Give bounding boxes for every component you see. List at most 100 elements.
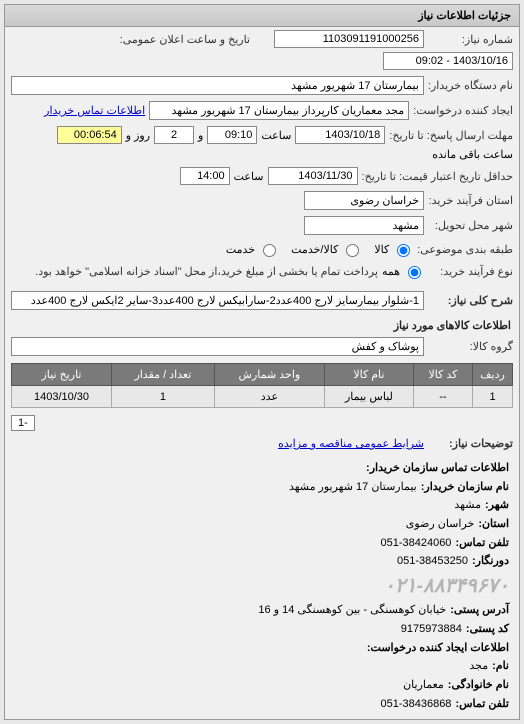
city2-label: شهر: [485,496,509,515]
panel-title: جزئیات اطلاعات نیاز [5,5,519,27]
min-validity-hour-field: 14:00 [180,167,230,185]
min-validity-date-field: 1403/11/30 [268,167,358,185]
row-deadline: مهلت ارسال پاسخ: تا تاریخ: 1403/10/18 سا… [5,123,519,164]
need-desc-label: شرح کلی نیاز: [428,294,513,307]
cell-code: -- [413,386,472,408]
and-label: و [198,129,203,142]
row-need-number: شماره نیاز: 1103091191000256 تاریخ و ساع… [5,27,519,73]
radio-service-label[interactable]: خدمت [226,241,279,257]
hour-label-1: ساعت [261,129,291,142]
radio-all-label[interactable]: همه [382,263,424,279]
row-province: استان فرآیند خرید: خراسان رضوی [5,188,519,213]
col-unit: واحد شمارش [214,364,324,386]
goods-group-label: گروه کالا: [428,340,513,353]
deadline-hour-field: 09:10 [207,126,257,144]
hour-label-2: ساعت [234,170,264,183]
need-number-label: شماره نیاز: [428,33,513,46]
goods-table: ردیف کد کالا نام کالا واحد شمارش تعداد /… [11,363,513,408]
radio-service[interactable] [263,244,276,257]
province-label: استان فرآیند خرید: [428,194,513,207]
radio-all-text: همه [382,265,400,278]
col-name: نام کالا [325,364,414,386]
goods-section-title: اطلاعات کالاهای مورد نیاز [5,313,519,334]
days-remain-field: 2 [154,126,194,144]
postal-value: 9175973884 [401,620,462,639]
province-field: خراسان رضوی [304,191,424,210]
creator-label: ایجاد کننده درخواست: [413,104,513,117]
announce-label: تاریخ و ساعت اعلان عمومی: [120,33,250,46]
col-row: ردیف [473,364,513,386]
radio-goods[interactable] [397,244,410,257]
org-name-label: نام سازمان خریدار: [421,478,509,497]
phone-label: تلفن تماس: [455,534,509,553]
cell-qty: 1 [112,386,215,408]
radio-all[interactable] [408,266,421,279]
row-buyer-org: نام دستگاه خریدار: بیمارستان 17 شهریور م… [5,73,519,98]
cell-date: 1403/10/30 [12,386,112,408]
need-desc-field: 1-شلوار بیمارسایز لارج 400عدد2-سارابیکس … [11,291,424,310]
deadline-date-field: 1403/10/18 [295,126,385,144]
row-city: شهر محل تحویل: مشهد [5,213,519,238]
postal-label: کد پستی: [466,620,509,639]
row-page-indicator: -1 [5,412,519,434]
table-header-row: ردیف کد کالا نام کالا واحد شمارش تعداد /… [12,364,513,386]
creator-field: مجد معماریان کارپرداز بیمارستان 17 شهریو… [149,101,409,120]
time-remain-field: 00:06:54 [57,126,122,144]
time-remain-label: ساعت باقی مانده [432,148,513,161]
contact-link[interactable]: اطلاعات تماس خریدار [44,104,145,117]
name-value: مجد [469,657,488,676]
radio-goods-service[interactable] [346,244,359,257]
radio-goods-label[interactable]: کالا [374,241,413,257]
phone-value: 051-38424060 [380,534,451,553]
col-qty: تعداد / مقدار [112,364,215,386]
notes-label: توضیحات نیاز: [428,437,513,450]
contact-section-title: اطلاعات تماس سازمان خریدار: [366,462,509,474]
row-notes: توضیحات نیاز: شرایط عمومی مناقصه و مزاید… [5,434,519,453]
row-goods-group: گروه کالا: پوشاک و کفش [5,334,519,359]
radio-goods-text: کالا [374,243,389,256]
process-type-label: نوع فرآیند خرید: [428,265,513,278]
announce-field: 1403/10/16 - 09:02 [383,52,513,70]
row-process-type: نوع فرآیند خرید: همه پرداخت تمام یا بخشی… [5,260,519,282]
org-name-value: بیمارستان 17 شهریور مشهد [289,478,417,497]
cell-name: لباس بیمار [325,386,414,408]
city-label: شهر محل تحویل: [428,219,513,232]
goods-group-field: پوشاک و کفش [11,337,424,356]
phone2-value: 051-38436868 [380,695,451,714]
min-validity-label: حداقل تاریخ اعتبار قیمت: تا تاریخ: [362,170,513,183]
creator-section-title: اطلاعات ایجاد کننده درخواست: [367,642,509,654]
col-date: تاریخ نیاز [12,364,112,386]
table-row[interactable]: 1 -- لباس بیمار عدد 1 1403/10/30 [12,386,513,408]
address-label: آدرس پستی: [450,601,509,620]
col-code: کد کالا [413,364,472,386]
radio-goods-service-label[interactable]: کالا/خدمت [291,241,362,257]
row-min-validity: حداقل تاریخ اعتبار قیمت: تا تاریخ: 1403/… [5,164,519,188]
overlay-phone: ۰۲۱-۸۸۳۴۹۶۷۰ [15,569,509,603]
city2-value: مشهد [454,496,481,515]
city-field: مشهد [304,216,424,235]
need-number-field: 1103091191000256 [274,30,424,48]
radio-goods-service-text: کالا/خدمت [291,243,338,256]
contact-section: اطلاعات تماس سازمان خریدار: نام سازمان خ… [5,453,519,719]
details-panel: جزئیات اطلاعات نیاز شماره نیاز: 11030911… [4,4,520,720]
page-indicator: -1 [11,415,35,431]
days-remain-label: روز و [126,129,150,142]
process-note: پرداخت تمام یا بخشی از مبلغ خرید،از محل … [35,265,378,278]
province2-value: خراسان رضوی [406,515,475,534]
cell-row: 1 [473,386,513,408]
phone2-label: تلفن تماس: [455,695,509,714]
subject-type-radios: کالا کالا/خدمت خدمت [226,241,413,257]
row-subject-type: طبقه بندی موضوعی: کالا کالا/خدمت خدمت [5,238,519,260]
family-value: معماریان [403,676,444,695]
cell-unit: عدد [214,386,324,408]
name-label: نام: [492,657,509,676]
row-creator: ایجاد کننده درخواست: مجد معماریان کارپرد… [5,98,519,123]
row-need-desc: شرح کلی نیاز: 1-شلوار بیمارسایز لارج 400… [5,288,519,313]
notes-link[interactable]: شرایط عمومی مناقصه و مزایده [278,437,424,450]
province2-label: استان: [478,515,509,534]
family-label: نام خانوادگی: [448,676,509,695]
process-type-radios: همه [382,263,424,279]
buyer-org-field: بیمارستان 17 شهریور مشهد [11,76,424,95]
radio-service-text: خدمت [226,243,255,256]
address-value: خیابان کوهسنگی - بین کوهسنگی 14 و 16 [258,601,446,620]
